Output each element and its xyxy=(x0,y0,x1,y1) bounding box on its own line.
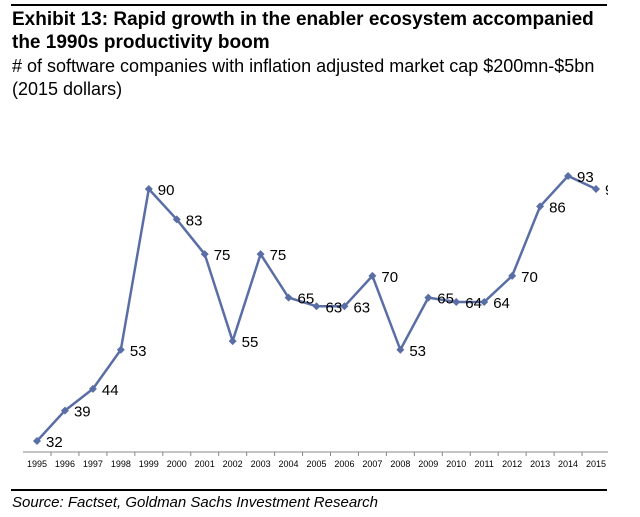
data-label: 64 xyxy=(493,295,510,312)
data-label: 90 xyxy=(158,182,175,199)
x-tick-label: 2014 xyxy=(558,459,578,469)
data-label: 65 xyxy=(437,291,454,308)
bottom-rule xyxy=(11,489,607,491)
data-label: 32 xyxy=(46,434,63,451)
chart-subtitle: # of software companies with inflation a… xyxy=(12,56,595,99)
data-label: 83 xyxy=(186,212,203,229)
data-point xyxy=(200,250,209,259)
data-point xyxy=(452,297,461,306)
x-tick-label: 2004 xyxy=(279,459,299,469)
x-tick-label: 2009 xyxy=(418,459,438,469)
data-label: 44 xyxy=(102,382,119,399)
data-label: 53 xyxy=(409,343,426,360)
data-point xyxy=(536,202,545,211)
x-tick-label: 1997 xyxy=(83,459,103,469)
data-point xyxy=(396,345,405,354)
data-label: 39 xyxy=(74,404,91,421)
x-tick-label: 2005 xyxy=(306,459,326,469)
x-tick-label: 1998 xyxy=(111,459,131,469)
data-point xyxy=(172,215,181,224)
data-label: 75 xyxy=(270,247,287,264)
data-point xyxy=(60,406,69,415)
data-label: 53 xyxy=(130,343,147,360)
x-tick-label: 1996 xyxy=(55,459,75,469)
data-label: 63 xyxy=(326,299,343,316)
data-point xyxy=(340,302,349,311)
data-point xyxy=(592,184,600,193)
data-point xyxy=(480,297,489,306)
data-point xyxy=(116,345,125,354)
x-tick-label: 2000 xyxy=(167,459,187,469)
data-label: 70 xyxy=(381,269,398,286)
data-point xyxy=(424,293,433,302)
top-rule xyxy=(11,4,607,6)
data-point xyxy=(33,437,41,445)
data-point xyxy=(256,250,265,259)
x-tick-label: 2007 xyxy=(362,459,382,469)
data-point xyxy=(312,302,321,311)
chart-title: Exhibit 13: Rapid growth in the enabler … xyxy=(12,9,594,53)
data-label: 65 xyxy=(298,291,315,308)
data-point xyxy=(564,171,573,180)
x-tick-label: 2001 xyxy=(195,459,215,469)
data-point xyxy=(508,271,517,280)
data-label: 86 xyxy=(549,199,566,216)
x-tick-label: 2013 xyxy=(530,459,550,469)
x-tick-label: 2011 xyxy=(475,459,494,469)
x-tick-label: 2012 xyxy=(502,459,522,469)
data-point xyxy=(88,384,97,393)
data-point xyxy=(284,293,293,302)
source-note: Source: Factset, Goldman Sachs Investmen… xyxy=(12,494,378,511)
x-tick-label: 2008 xyxy=(390,459,410,469)
clip-mask xyxy=(608,150,640,470)
x-tick-label: 2006 xyxy=(334,459,354,469)
data-label: 75 xyxy=(214,247,231,264)
data-label: 55 xyxy=(242,334,259,351)
data-point xyxy=(228,337,237,346)
data-label: 63 xyxy=(353,299,370,316)
x-tick-label: 1995 xyxy=(27,459,47,469)
data-label: 64 xyxy=(465,295,482,312)
data-label: 93 xyxy=(577,169,594,186)
data-label: 70 xyxy=(521,269,538,286)
x-tick-label: 2010 xyxy=(446,459,466,469)
data-point xyxy=(144,184,153,193)
x-tick-label: 1999 xyxy=(139,459,159,469)
data-point xyxy=(368,271,377,280)
x-tick-label: 2003 xyxy=(251,459,271,469)
x-tick-label: 2002 xyxy=(223,459,243,469)
x-tick-label: 2015 xyxy=(586,459,606,469)
